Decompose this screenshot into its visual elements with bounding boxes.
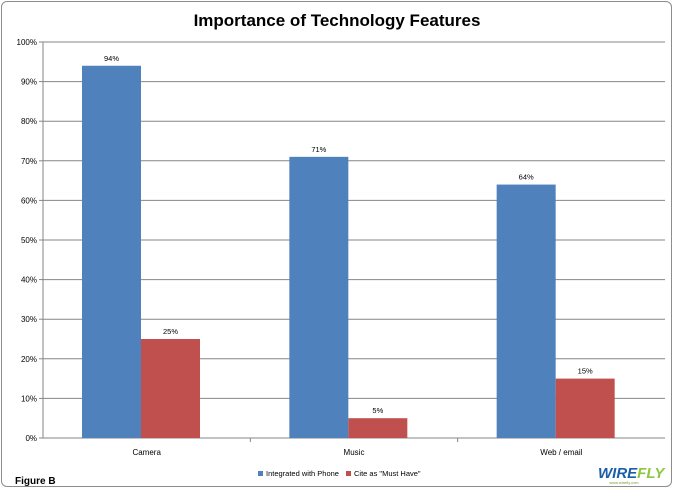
bar xyxy=(289,156,349,438)
logo-tagline: www.wirefly.com xyxy=(609,480,639,485)
y-tick-label: 80% xyxy=(21,117,37,126)
category-label: Music xyxy=(344,448,365,457)
legend-swatch xyxy=(346,471,351,476)
bar xyxy=(348,418,408,438)
legend: Integrated with Phone Cite as "Must Have" xyxy=(258,469,421,478)
figure-label: Figure B xyxy=(15,476,56,487)
data-label: 64% xyxy=(519,173,534,182)
data-labels: 94% 25% 71% 5% 64% 15% xyxy=(104,54,593,415)
bars xyxy=(82,65,615,438)
legend-label: Integrated with Phone xyxy=(266,469,339,478)
y-tick-label: 30% xyxy=(21,315,37,324)
y-axis-ticks: 0% 10% 20% 30% 40% 50% 60% 70% 80% 90% 100% xyxy=(17,38,37,443)
category-label: Web / email xyxy=(540,448,582,457)
category-labels: Camera Music Web / email xyxy=(132,448,582,457)
data-label: 15% xyxy=(578,367,593,376)
y-tick-label: 60% xyxy=(21,196,37,205)
data-label: 25% xyxy=(163,327,178,336)
y-tick-label: 0% xyxy=(25,434,37,443)
logo-text: WIREFLY xyxy=(598,465,666,482)
data-label: 94% xyxy=(104,54,119,63)
chart-title: Importance of Technology Features xyxy=(194,11,481,30)
legend-swatch xyxy=(258,471,263,476)
y-tick-label: 20% xyxy=(21,355,37,364)
bar xyxy=(555,378,615,438)
bar xyxy=(496,184,556,438)
bar xyxy=(82,65,141,438)
y-tick-label: 100% xyxy=(17,38,37,47)
y-tick-label: 50% xyxy=(21,236,37,245)
wirefly-logo: WIREFLY www.wirefly.com xyxy=(598,465,666,485)
y-tick-label: 10% xyxy=(21,394,37,403)
y-tick-label: 70% xyxy=(21,157,37,166)
y-tick-label: 90% xyxy=(21,78,37,87)
data-label: 71% xyxy=(311,145,326,154)
data-label: 5% xyxy=(372,406,383,415)
legend-label: Cite as "Must Have" xyxy=(354,469,421,478)
category-label: Camera xyxy=(132,448,161,457)
bar xyxy=(141,339,200,438)
y-tick-label: 40% xyxy=(21,276,37,285)
